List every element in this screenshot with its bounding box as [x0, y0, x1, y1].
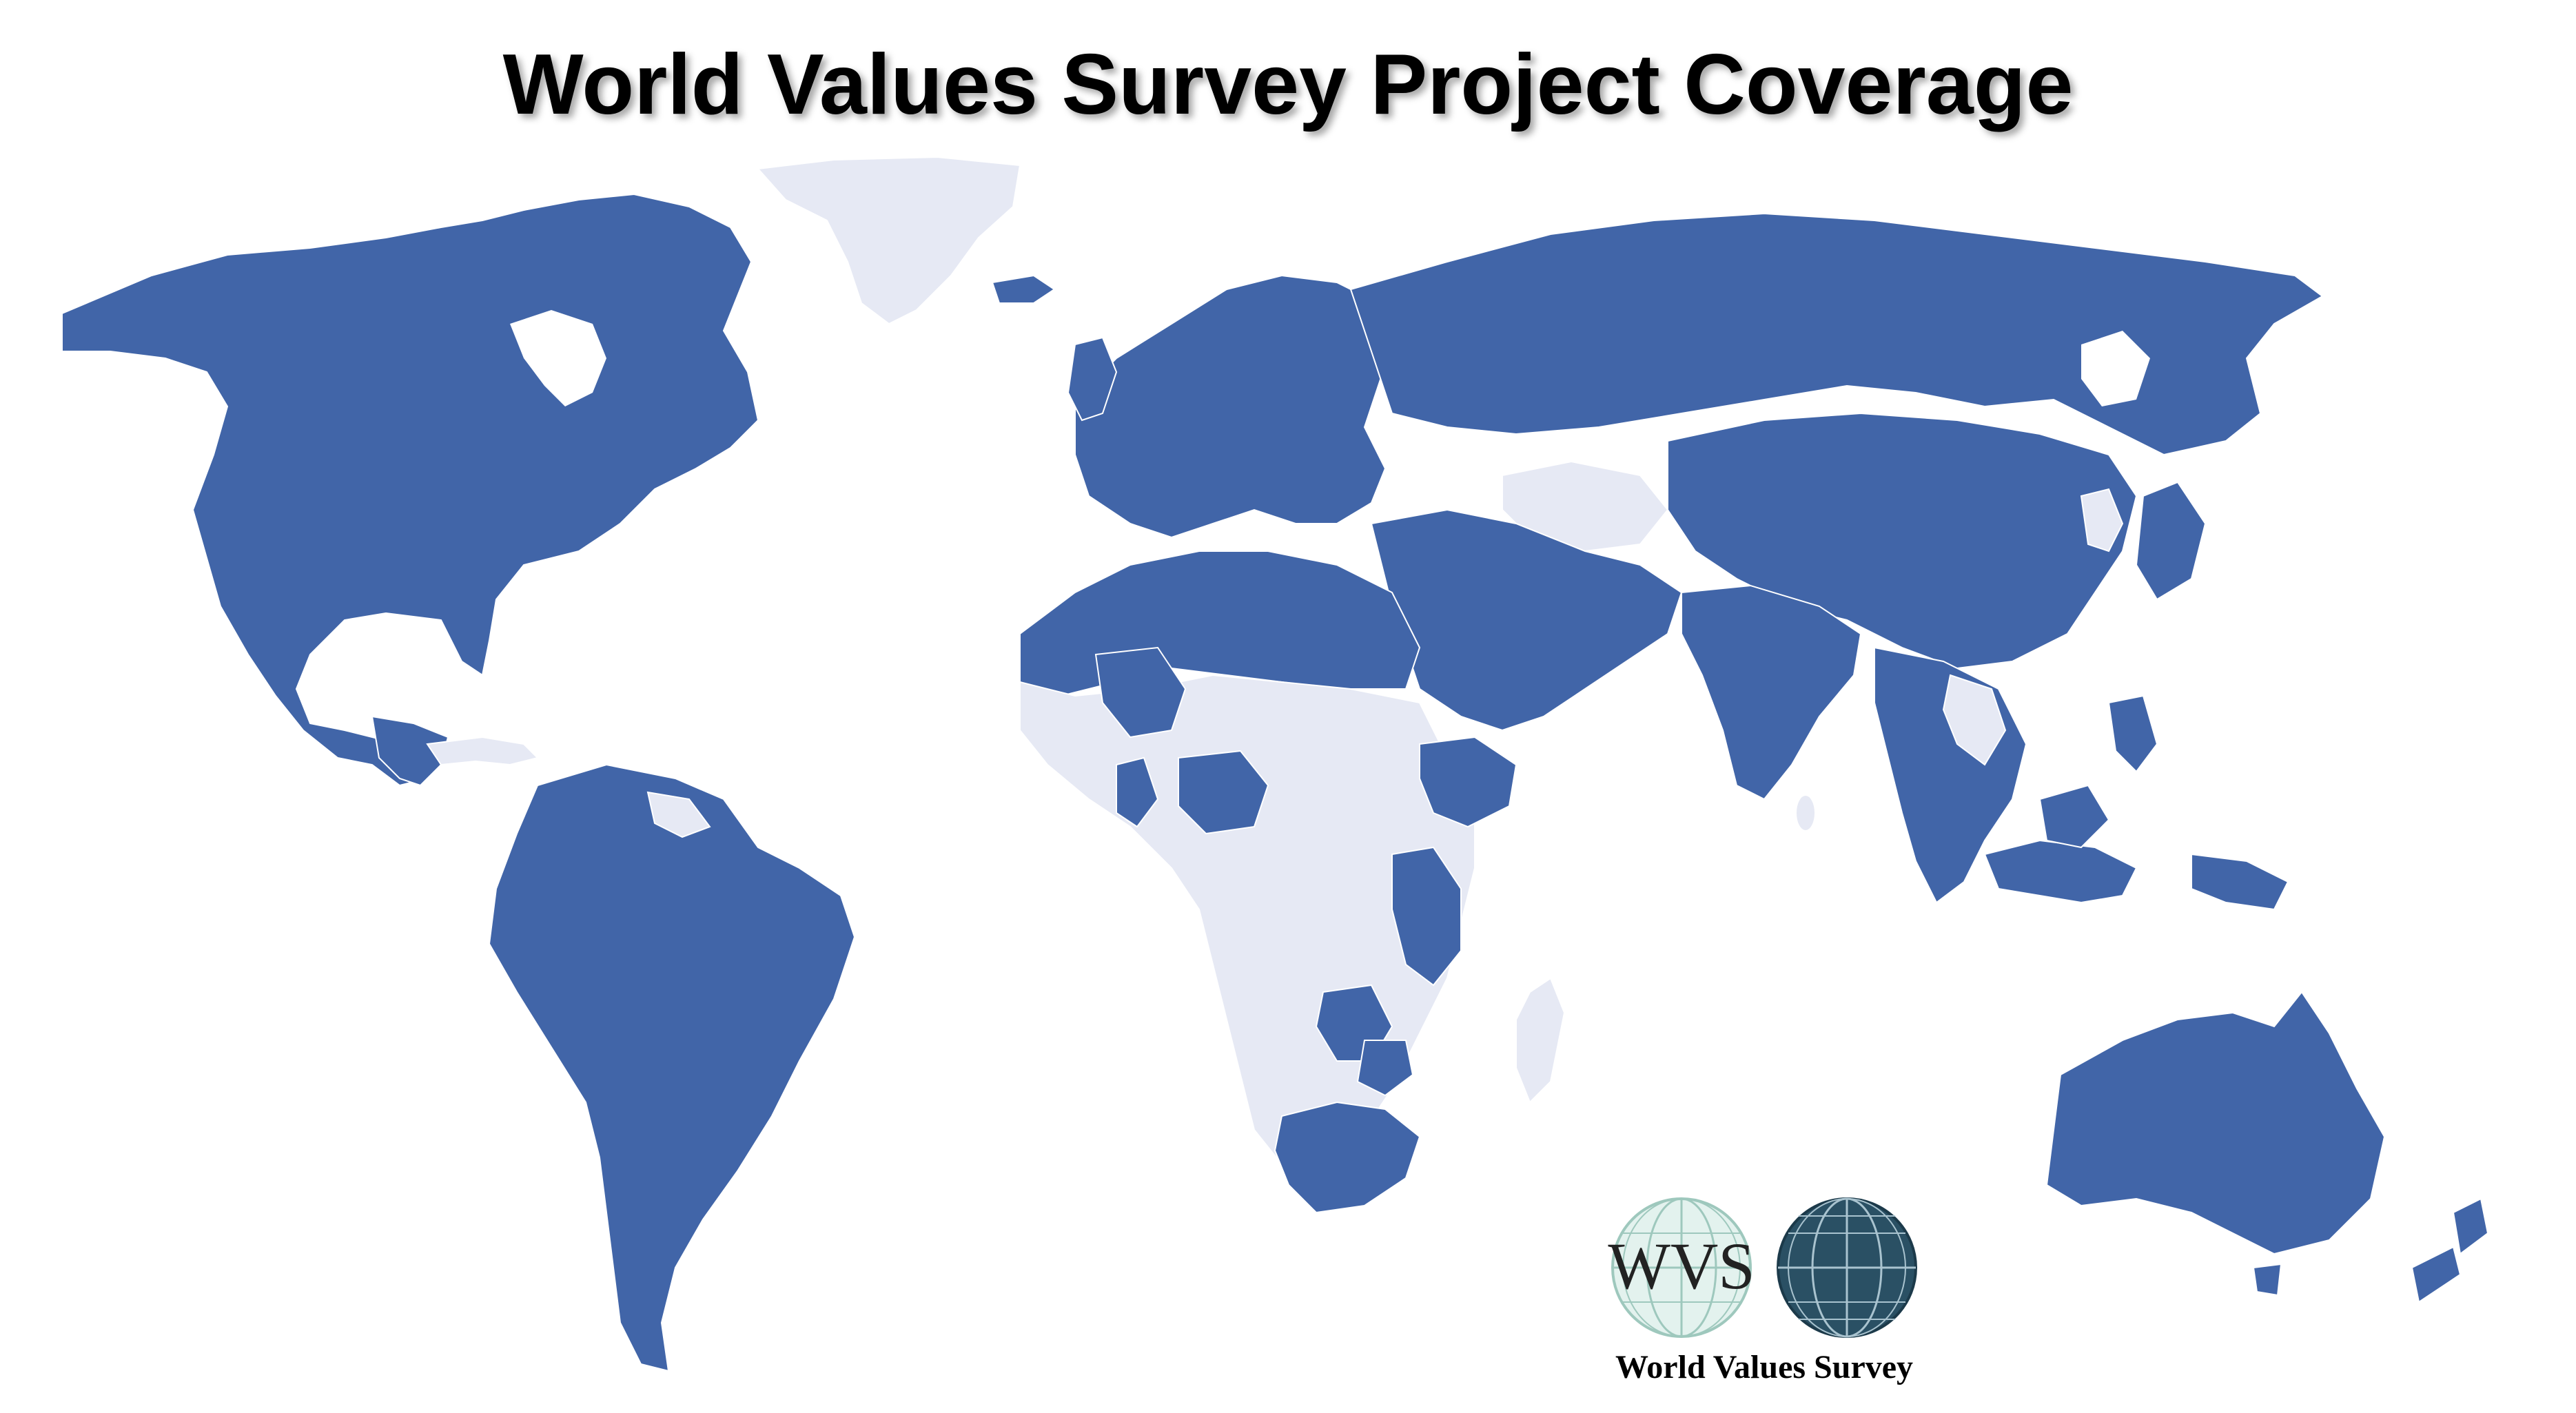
- indochina-region: [1942, 674, 2007, 766]
- okhotsk-sea: [2081, 331, 2150, 406]
- central-america-region: [371, 715, 449, 787]
- japan-region: [2135, 481, 2207, 601]
- iceland-region: [991, 274, 1056, 304]
- new-guinea-region: [2191, 853, 2289, 911]
- south-america-region: [488, 763, 856, 1372]
- philippines-region: [2107, 694, 2158, 773]
- ethiopia-region: [1419, 736, 1517, 828]
- zimbabwe-region: [1356, 1040, 1414, 1097]
- india-region: [1681, 584, 1862, 801]
- north-america-region: [61, 193, 759, 787]
- korea-region: [2080, 488, 2124, 553]
- wvs-logo-caption: World Values Survey: [1615, 1349, 1914, 1385]
- east-africa-region: [1391, 846, 1462, 987]
- europe-region: [1074, 274, 1393, 539]
- north-africa-region: [1019, 550, 1421, 697]
- hudson-bay: [510, 310, 606, 406]
- light-teal-globe-icon: [1611, 1197, 1752, 1338]
- wvs-logo: WVS: [1608, 1197, 1917, 1338]
- new-zealand-region: [2452, 1197, 2489, 1255]
- greenland-region: [756, 156, 1021, 325]
- guiana-region: [646, 791, 711, 838]
- map-title: World Values Survey Project Coverage: [502, 37, 2074, 132]
- wvs-logo-letters: WVS: [1608, 1229, 1755, 1303]
- nigeria-region: [1178, 750, 1269, 835]
- west-africa-region: [1094, 646, 1187, 739]
- madagascar-region: [1515, 977, 1566, 1104]
- indonesia-region: [1983, 839, 2138, 904]
- russia-region: [1349, 212, 2324, 456]
- caribbean-region: [426, 736, 539, 766]
- central-asia-region: [1502, 460, 1669, 553]
- new-zealand-south-region: [2411, 1246, 2462, 1303]
- dark-globe-icon: [1777, 1197, 1917, 1338]
- tasmania-region: [2252, 1263, 2282, 1297]
- borneo-region: [2038, 784, 2110, 849]
- sri-lanka-region: [1795, 794, 1816, 832]
- south-africa-region: [1274, 1101, 1421, 1214]
- uk-region: [1067, 336, 1118, 422]
- east-asia-region: [1667, 412, 2138, 670]
- ghana-region: [1116, 756, 1159, 828]
- australia-region: [2045, 991, 2386, 1255]
